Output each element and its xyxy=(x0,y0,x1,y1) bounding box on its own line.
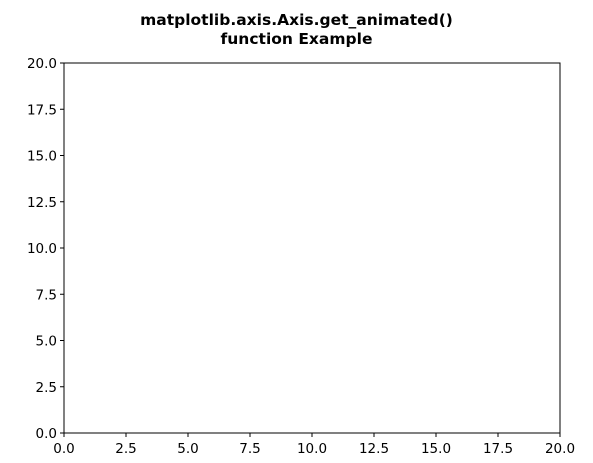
x-tick-label: 20.0 xyxy=(545,441,575,457)
y-tick-label: 17.5 xyxy=(27,102,57,118)
x-tick-label: 15.0 xyxy=(421,441,451,457)
y-tick-label: 0.0 xyxy=(36,426,57,442)
x-tick-label: 2.5 xyxy=(115,441,136,457)
x-tick-label: 17.5 xyxy=(483,441,513,457)
x-tick-label: 10.0 xyxy=(297,441,327,457)
y-tick-label: 12.5 xyxy=(27,195,57,211)
y-tick-label: 7.5 xyxy=(36,287,57,303)
y-tick-label: 20.0 xyxy=(27,56,57,72)
y-tick-label: 2.5 xyxy=(36,380,57,396)
chart-title: matplotlib.axis.Axis.get_animated() func… xyxy=(0,11,593,49)
y-tick-label: 10.0 xyxy=(27,241,57,257)
x-tick-label: 12.5 xyxy=(359,441,389,457)
x-axis: 0.0 2.5 5.0 7.5 10.0 12.5 15.0 17.5 20.0 xyxy=(53,433,575,457)
y-axis: 0.0 2.5 5.0 7.5 10.0 12.5 15.0 17.5 20.0 xyxy=(27,56,64,442)
x-tick-label: 5.0 xyxy=(177,441,198,457)
chart-title-line-2: function Example xyxy=(220,30,373,48)
x-tick-label: 0.0 xyxy=(53,441,74,457)
y-tick-label: 5.0 xyxy=(36,334,57,350)
plot-area xyxy=(63,62,561,434)
chart-title-line-1: matplotlib.axis.Axis.get_animated() xyxy=(140,11,453,29)
y-tick-label: 15.0 xyxy=(27,149,57,165)
x-tick-label: 7.5 xyxy=(239,441,260,457)
